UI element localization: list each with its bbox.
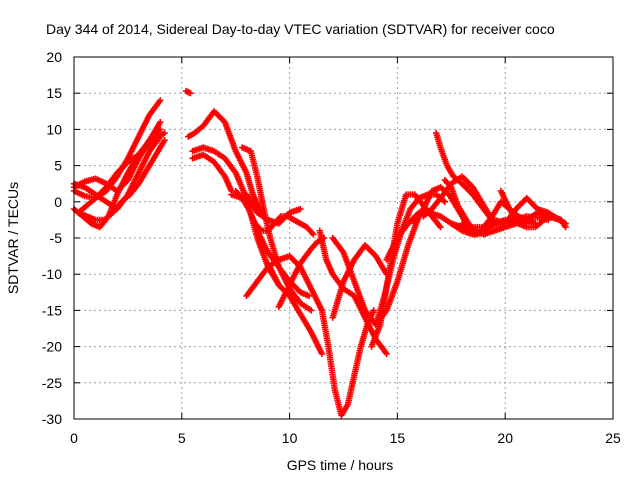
data-point — [305, 292, 313, 300]
data-point — [297, 205, 304, 213]
data-point — [555, 216, 563, 224]
y-tick-label: 20 — [46, 49, 62, 65]
series-arc-05 — [75, 137, 168, 224]
y-axis-title: SDTVAR / TECUs — [5, 182, 21, 294]
x-tick-label: 0 — [70, 430, 78, 446]
series-arc-22 — [329, 242, 390, 321]
data-point — [310, 231, 317, 238]
y-tick-label: -5 — [50, 230, 63, 246]
series-arc-28 — [433, 129, 498, 227]
data-point — [157, 118, 164, 126]
y-tick-label: -30 — [42, 411, 62, 427]
y-tick-label: 10 — [46, 121, 62, 137]
data-point — [161, 137, 168, 144]
data-point — [370, 307, 377, 314]
data-point — [157, 97, 164, 104]
chart-title: Day 344 of 2014, Sidereal Day-to-day VTE… — [46, 21, 555, 37]
axis-ticks — [73, 56, 614, 420]
data-point — [562, 220, 569, 227]
tick-labels: 0 5 10 15 20 25 -30 -25 -20 -15 -10 -5 0 5 10 15 20 — [42, 49, 621, 446]
series-arc-06 — [70, 118, 164, 195]
x-axis-title: GPS time / hours — [287, 457, 394, 473]
y-tick-label: -15 — [42, 302, 62, 318]
y-tick-label: 15 — [46, 85, 62, 101]
data-point — [318, 350, 326, 358]
y-tick-label: 0 — [54, 194, 62, 210]
x-tick-label: 5 — [178, 430, 186, 446]
x-tick-label: 15 — [390, 430, 406, 446]
x-tick-label: 25 — [605, 430, 621, 446]
y-tick-label: -20 — [42, 339, 62, 355]
data-point — [441, 198, 449, 205]
data-point — [187, 90, 194, 97]
series-arc-19 — [318, 307, 377, 419]
data-point — [161, 129, 168, 137]
data-point — [383, 350, 390, 358]
data-point — [307, 307, 315, 314]
x-tick-label: 20 — [497, 430, 513, 446]
series-arc-10 — [189, 151, 235, 195]
series-arc-18 — [243, 252, 326, 314]
series-arc-35 — [469, 209, 563, 238]
data-marks — [70, 87, 569, 419]
data-point — [437, 223, 444, 231]
y-tick-label: -25 — [42, 375, 62, 391]
series-arc-07 — [182, 87, 194, 97]
y-tick-label: 5 — [54, 158, 62, 174]
x-tick-label: 10 — [282, 430, 298, 446]
y-tick-label: -10 — [42, 266, 62, 282]
